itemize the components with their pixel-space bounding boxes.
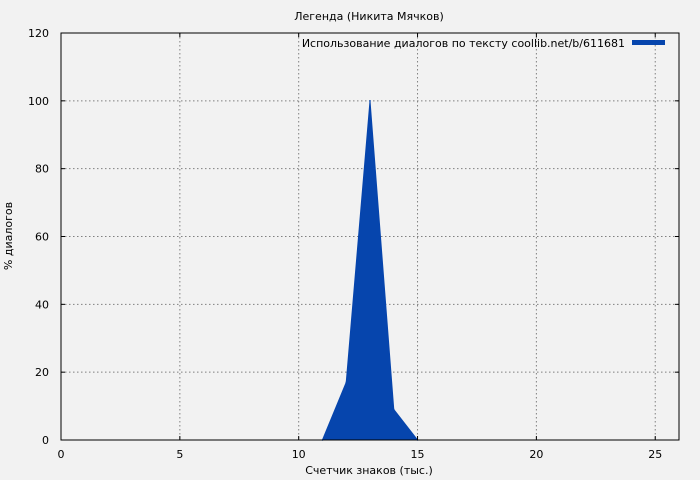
y-tick-label: 80 <box>35 163 49 176</box>
y-tick-label: 40 <box>35 298 49 311</box>
chart-title: Легенда (Никита Мячков) <box>294 10 444 23</box>
y-tick-label: 0 <box>42 434 49 447</box>
x-tick-label: 5 <box>176 448 183 461</box>
data-point <box>345 381 348 384</box>
x-tick-label: 0 <box>58 448 65 461</box>
y-tick-label: 20 <box>35 366 49 379</box>
y-tick-label: 100 <box>28 95 49 108</box>
x-tick-label: 15 <box>411 448 425 461</box>
legend: Использование диалогов по тексту coollib… <box>302 37 665 50</box>
y-tick-label: 60 <box>35 231 49 244</box>
y-axis-label: % диалогов <box>2 202 15 270</box>
x-tick-label: 25 <box>648 448 662 461</box>
x-axis-label: Счетчик знаков (тыс.) <box>305 464 433 477</box>
data-point <box>392 408 395 411</box>
legend-label: Использование диалогов по тексту coollib… <box>302 37 625 50</box>
series-area <box>321 100 419 441</box>
data-point <box>369 100 371 102</box>
y-tick-label: 120 <box>28 27 49 40</box>
x-tick-label: 20 <box>529 448 543 461</box>
legend-swatch <box>632 40 665 45</box>
axis-ticks: 0 5 10 15 20 25 0 20 40 60 80 100 120 <box>28 27 679 461</box>
x-tick-label: 10 <box>292 448 306 461</box>
plot-area <box>321 100 419 441</box>
